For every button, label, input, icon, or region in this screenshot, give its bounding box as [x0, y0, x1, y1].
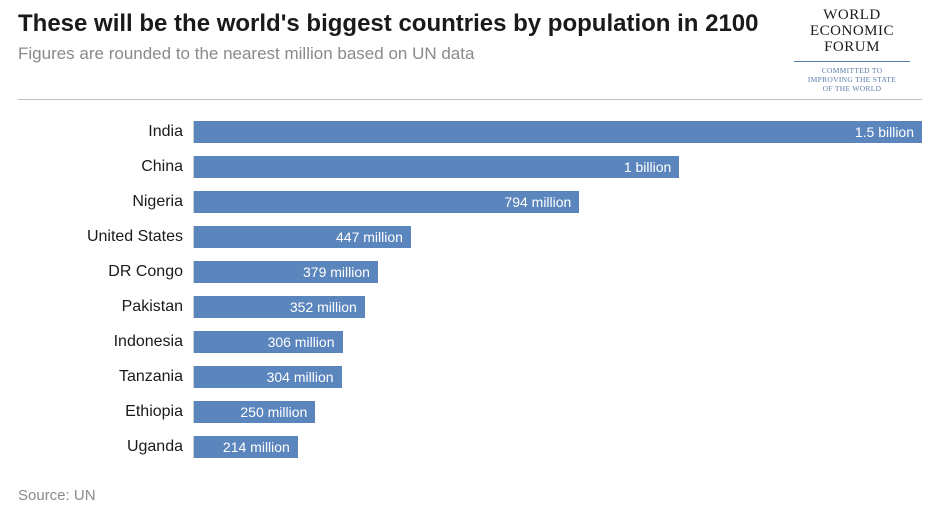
- bar: 304 million: [194, 366, 342, 388]
- bar-track: 250 million: [193, 401, 922, 423]
- country-label: Pakistan: [18, 298, 193, 316]
- country-label: India: [18, 123, 193, 141]
- bar-track: 794 million: [193, 191, 922, 213]
- bar: 1.5 billion: [194, 121, 922, 143]
- bar-track: 1 billion: [193, 156, 922, 178]
- chart-row: Nigeria 794 million: [18, 184, 922, 219]
- bar: 1 billion: [194, 156, 679, 178]
- chart-row: Ethiopia 250 million: [18, 394, 922, 429]
- bar-track: 214 million: [193, 436, 922, 458]
- chart-row: Uganda 214 million: [18, 429, 922, 464]
- country-label: United States: [18, 228, 193, 246]
- bar-value-label: 214 million: [223, 439, 290, 455]
- logo-line-2: ECONOMIC: [782, 24, 922, 40]
- chart-row: DR Congo 379 million: [18, 254, 922, 289]
- bar: 214 million: [194, 436, 298, 458]
- bar-value-label: 794 million: [504, 194, 571, 210]
- bar-track: 306 million: [193, 331, 922, 353]
- chart-row: Indonesia 306 million: [18, 324, 922, 359]
- country-label: Ethiopia: [18, 403, 193, 421]
- country-label: Indonesia: [18, 333, 193, 351]
- bar: 447 million: [194, 226, 411, 248]
- bar: 794 million: [194, 191, 579, 213]
- chart-row: Tanzania 304 million: [18, 359, 922, 394]
- logo-line-3: FORUM: [782, 40, 922, 56]
- logo-tagline-2: IMPROVING THE STATE: [782, 75, 922, 84]
- bar-track: 352 million: [193, 296, 922, 318]
- bar-value-label: 379 million: [303, 264, 370, 280]
- chart-row: India 1.5 billion: [18, 114, 922, 149]
- bar-value-label: 352 million: [290, 299, 357, 315]
- bar-track: 379 million: [193, 261, 922, 283]
- title-block: These will be the world's biggest countr…: [18, 8, 782, 64]
- bar-track: 1.5 billion: [193, 121, 922, 143]
- source-text: Source: UN: [18, 487, 96, 504]
- country-label: Tanzania: [18, 368, 193, 386]
- bar-value-label: 304 million: [267, 369, 334, 385]
- chart-row: China 1 billion: [18, 149, 922, 184]
- chart-row: Pakistan 352 million: [18, 289, 922, 324]
- logo-line-1: WORLD: [782, 8, 922, 24]
- bar-track: 447 million: [193, 226, 922, 248]
- bar: 352 million: [194, 296, 365, 318]
- chart-subtitle: Figures are rounded to the nearest milli…: [18, 44, 782, 64]
- logo-divider: [794, 61, 910, 62]
- bar: 306 million: [194, 331, 343, 353]
- bar-value-label: 306 million: [268, 334, 335, 350]
- bar-value-label: 1 billion: [624, 159, 671, 175]
- bar-chart: India 1.5 billion China 1 billion Nigeria 794…: [0, 100, 940, 464]
- bar-value-label: 447 million: [336, 229, 403, 245]
- bar-value-label: 250 million: [240, 404, 307, 420]
- logo-tagline-3: OF THE WORLD: [782, 84, 922, 93]
- chart-row: United States 447 million: [18, 219, 922, 254]
- logo-tagline-1: COMMITTED TO: [782, 66, 922, 75]
- bar: 250 million: [194, 401, 315, 423]
- wef-logo: WORLD ECONOMIC FORUM COMMITTED TO IMPROV…: [782, 8, 922, 93]
- country-label: Nigeria: [18, 193, 193, 211]
- bar-track: 304 million: [193, 366, 922, 388]
- country-label: China: [18, 158, 193, 176]
- chart-title: These will be the world's biggest countr…: [18, 10, 782, 38]
- bar-value-label: 1.5 billion: [855, 124, 914, 140]
- country-label: DR Congo: [18, 263, 193, 281]
- country-label: Uganda: [18, 438, 193, 456]
- bar: 379 million: [194, 261, 378, 283]
